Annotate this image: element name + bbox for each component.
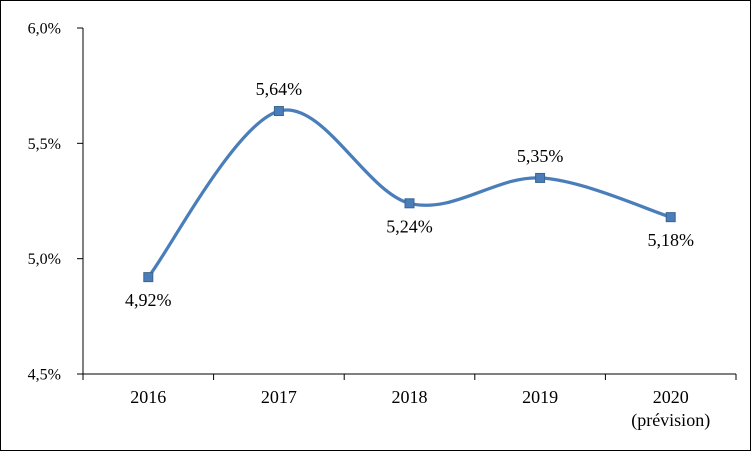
data-label: 5,35% bbox=[517, 146, 564, 166]
data-point-marker bbox=[143, 272, 154, 283]
data-point-marker bbox=[535, 172, 546, 183]
series-line bbox=[146, 108, 673, 279]
data-label: 5,18% bbox=[647, 230, 694, 250]
x-tick-label: 2016 bbox=[130, 387, 166, 407]
data-label: 5,64% bbox=[256, 79, 303, 99]
data-point-marker bbox=[665, 212, 676, 223]
x-tick-label: 2018 bbox=[392, 387, 428, 407]
data-label: 5,24% bbox=[386, 216, 433, 236]
y-tick-label: 6,0% bbox=[28, 21, 61, 38]
data-point-marker bbox=[273, 106, 284, 117]
x-tick-sublabel: (prévision) bbox=[631, 410, 710, 431]
y-tick-label: 5,0% bbox=[28, 251, 61, 268]
x-tick-label: 2017 bbox=[261, 387, 297, 407]
data-label: 4,92% bbox=[125, 290, 172, 310]
data-point-marker bbox=[404, 198, 415, 209]
y-tick-label: 4,5% bbox=[28, 367, 61, 384]
x-tick-label: 2019 bbox=[522, 387, 558, 407]
x-tick-label: 2020 bbox=[653, 387, 689, 407]
y-tick-label: 5,5% bbox=[28, 136, 61, 153]
